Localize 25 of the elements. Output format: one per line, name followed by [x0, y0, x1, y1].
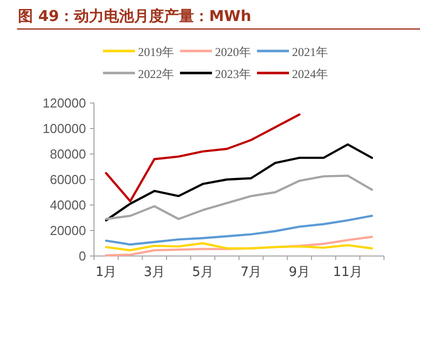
x-tick-label: 7月: [240, 265, 262, 280]
legend-label: 2022年: [138, 67, 174, 81]
x-tick-label: 3月: [144, 265, 166, 280]
line-series: [104, 143, 374, 222]
legend-label: 2024年: [292, 67, 328, 81]
y-tick-label: 80000: [50, 146, 86, 162]
y-tick-label: 100000: [42, 121, 86, 136]
y-tick-label: 0: [78, 248, 86, 264]
legend-label: 2020年: [215, 45, 251, 59]
legend-label: 2021年: [292, 45, 328, 59]
x-tick-label: 5月: [192, 265, 214, 280]
chart-title: 图 49：动力电池月度产量：MWh: [18, 7, 252, 25]
y-tick-label: 120000: [42, 96, 86, 110]
line-series: [104, 113, 301, 202]
line-series: [104, 242, 374, 252]
y-tick-label: 60000: [50, 172, 86, 187]
line-series: [104, 214, 374, 246]
legend-label: 2023年: [215, 67, 251, 81]
x-tick-label: 1月: [95, 265, 117, 280]
x-tick-label: 9月: [288, 265, 310, 280]
y-tick-label: 20000: [50, 223, 86, 238]
x-tick-label: 11月: [332, 265, 363, 280]
line-series: [104, 174, 374, 220]
legend-label: 2019年: [138, 45, 174, 59]
y-tick-label: 40000: [50, 198, 86, 212]
